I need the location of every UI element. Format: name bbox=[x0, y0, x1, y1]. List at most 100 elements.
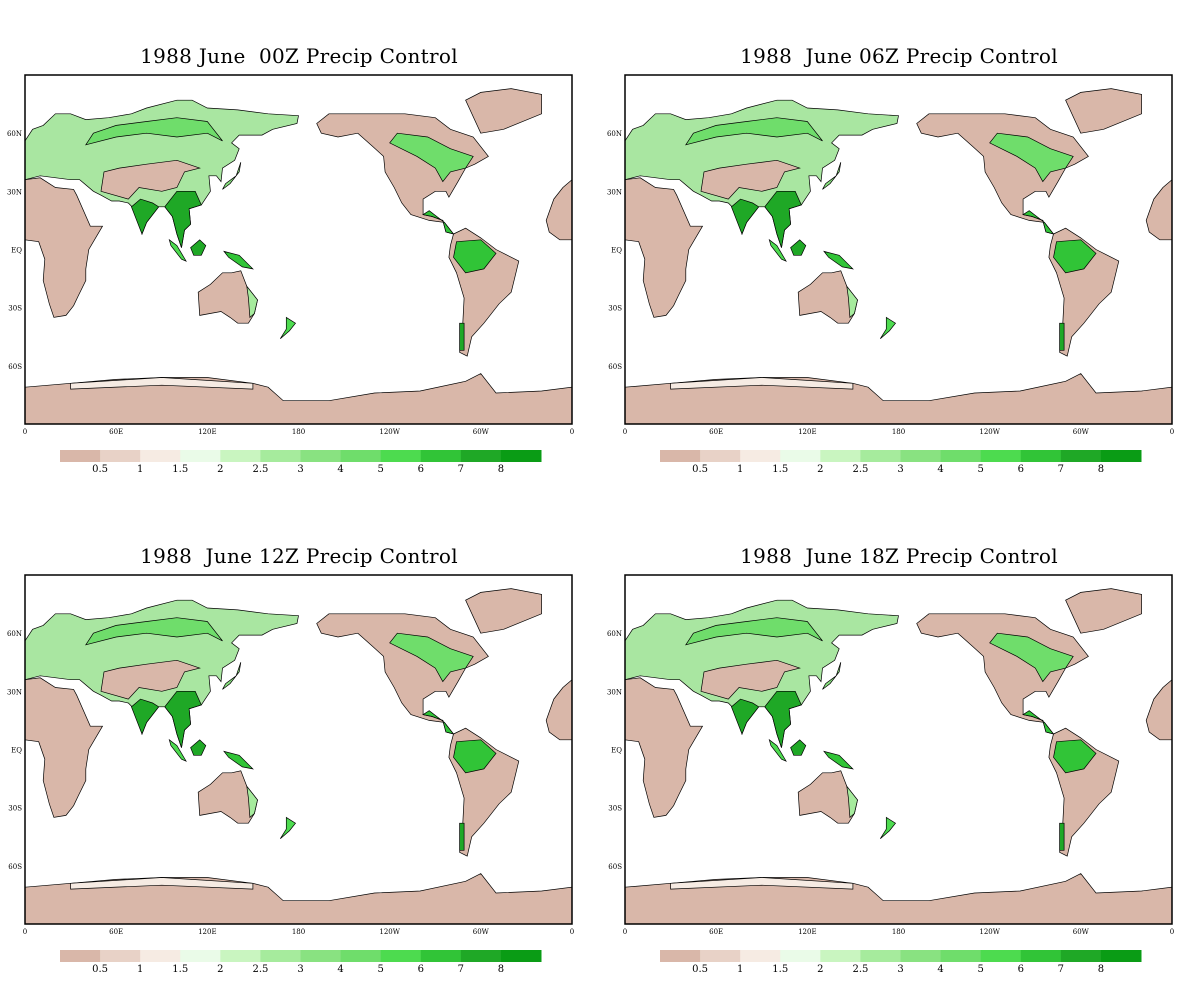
colorbar-label: 1 bbox=[737, 964, 743, 975]
lon-label: 0 bbox=[23, 428, 27, 436]
landmass-borneo bbox=[790, 239, 807, 256]
colorbar-label: 5 bbox=[377, 964, 383, 975]
lon-label: 180 bbox=[292, 928, 305, 936]
panel-title: 1988 June 12Z Precip Control bbox=[140, 544, 458, 568]
lat-label: 30N bbox=[607, 688, 622, 696]
colorbar-label: 2 bbox=[217, 964, 223, 975]
landmass-central-asia bbox=[700, 659, 801, 700]
lon-label: 180 bbox=[892, 428, 905, 436]
panel-18z: 0 60E 120E 180 120W 60W 0 60N 30N EQ 30S 60S 0.5 1 1.5… bbox=[600, 500, 1200, 1000]
landmass-africa bbox=[624, 677, 704, 818]
colorbar-label: 7 bbox=[458, 964, 464, 975]
map-frame bbox=[24, 574, 573, 925]
lat-label: 30S bbox=[8, 805, 22, 813]
lat-label: EQ bbox=[11, 247, 22, 255]
colorbar-swatch bbox=[820, 450, 861, 462]
landmass-chile bbox=[1059, 322, 1065, 351]
lat-label: 30N bbox=[7, 688, 22, 696]
landmass-new-zealand bbox=[880, 316, 897, 339]
lon-label: 60W bbox=[1073, 928, 1090, 936]
colorbar-label: 5 bbox=[977, 464, 983, 475]
map-frame bbox=[24, 74, 573, 425]
landmass-amazon bbox=[453, 239, 497, 274]
lat-label: 60N bbox=[607, 630, 622, 638]
landmass-borneo bbox=[190, 739, 207, 756]
landmass-chile bbox=[1059, 822, 1065, 851]
colorbar-label: 2.5 bbox=[852, 964, 868, 975]
lon-label: 0 bbox=[623, 928, 627, 936]
landmass-se-asia bbox=[164, 190, 202, 248]
lon-label: 60W bbox=[1073, 428, 1090, 436]
colorbar-swatch bbox=[660, 950, 701, 962]
colorbar-label: 8 bbox=[498, 964, 504, 975]
lon-label: 60W bbox=[473, 928, 490, 936]
colorbar-label: 0.5 bbox=[92, 464, 108, 475]
colorbar-label: 7 bbox=[1058, 964, 1064, 975]
colorbar-label: 2 bbox=[817, 464, 823, 475]
landmass-japan bbox=[822, 162, 842, 190]
colorbar-swatch bbox=[300, 450, 342, 462]
landmass-north-america-wet bbox=[989, 632, 1074, 683]
lat-label: 60N bbox=[7, 630, 22, 638]
lon-label: 60E bbox=[709, 428, 723, 436]
colorbar-swatch bbox=[220, 950, 261, 962]
lat-label: 30N bbox=[607, 188, 622, 196]
colorbar-label: 6 bbox=[1018, 964, 1024, 975]
lon-label: 0 bbox=[570, 428, 574, 436]
panel-12z: 0 60E 120E 180 120W 60W 0 60N 30N EQ 30S 60S 0.5 1 1.5… bbox=[0, 500, 600, 1000]
colorbar-swatch bbox=[1100, 950, 1142, 962]
colorbar-label: 1.5 bbox=[772, 464, 788, 475]
landmass-siberia bbox=[85, 617, 223, 646]
colorbar-label: 1 bbox=[137, 964, 143, 975]
landmass-australia-east bbox=[846, 785, 858, 819]
precip-map: 0 60E 120E 180 120W 60W 0 60N 30N EQ 30S 60S 0.5 1 1.5… bbox=[7, 74, 574, 475]
colorbar-label: 2 bbox=[217, 464, 223, 475]
colorbar-label: 8 bbox=[1098, 464, 1104, 475]
landmass-greenland bbox=[465, 88, 542, 134]
lat-label: EQ bbox=[11, 747, 22, 755]
colorbar-swatch bbox=[740, 950, 781, 962]
lat-label: 60S bbox=[8, 363, 22, 371]
colorbar-swatch bbox=[380, 450, 422, 462]
map-frame bbox=[624, 74, 1173, 425]
landmass-africa bbox=[24, 177, 104, 318]
lon-label: 0 bbox=[1170, 928, 1174, 936]
lon-label: 180 bbox=[292, 428, 305, 436]
colorbar-swatch bbox=[780, 450, 821, 462]
landmass-se-asia bbox=[164, 690, 202, 748]
landmass-australia-east bbox=[246, 785, 258, 819]
lon-label: 0 bbox=[570, 928, 574, 936]
landmass-new-guinea bbox=[223, 750, 254, 770]
landmass-new-guinea bbox=[823, 750, 854, 770]
colorbar-swatch bbox=[100, 450, 141, 462]
landmass-amazon bbox=[1053, 739, 1097, 774]
colorbar-label: 5 bbox=[377, 464, 383, 475]
lat-label: 30S bbox=[608, 305, 622, 313]
landmass-central-asia bbox=[100, 659, 201, 700]
landmass-new-zealand bbox=[880, 816, 897, 839]
colorbar-label: 1 bbox=[137, 464, 143, 475]
landmass-siberia bbox=[685, 117, 823, 146]
colorbar-swatch bbox=[1060, 950, 1102, 962]
landmass-borneo bbox=[190, 239, 207, 256]
landmass-north-america-wet bbox=[989, 132, 1074, 183]
landmass-north-america-wet bbox=[389, 632, 474, 683]
colorbar-swatch bbox=[660, 450, 701, 462]
colorbar-swatch bbox=[180, 950, 221, 962]
landmass-se-asia bbox=[764, 190, 802, 248]
colorbar-swatch bbox=[900, 450, 942, 462]
colorbar-swatch bbox=[460, 450, 502, 462]
colorbar-label: 2.5 bbox=[252, 964, 268, 975]
colorbar-label: 1 bbox=[737, 464, 743, 475]
colorbar-swatch bbox=[500, 950, 542, 962]
colorbar-swatch bbox=[980, 950, 1022, 962]
landmass-amazon bbox=[453, 739, 497, 774]
colorbar-swatch bbox=[940, 950, 982, 962]
landmass-se-asia bbox=[764, 690, 802, 748]
colorbar-swatch bbox=[1020, 450, 1062, 462]
panel-06z: 0 60E 120E 180 120W 60W 0 60N 30N EQ 30S 60S 0.5 1 1.5… bbox=[600, 0, 1200, 500]
precip-map: 0 60E 120E 180 120W 60W 0 60N 30N EQ 30S 60S 0.5 1 1.5… bbox=[607, 74, 1174, 475]
landmass-india bbox=[730, 198, 760, 235]
lat-label: 60S bbox=[8, 863, 22, 871]
landmass-borneo bbox=[790, 739, 807, 756]
